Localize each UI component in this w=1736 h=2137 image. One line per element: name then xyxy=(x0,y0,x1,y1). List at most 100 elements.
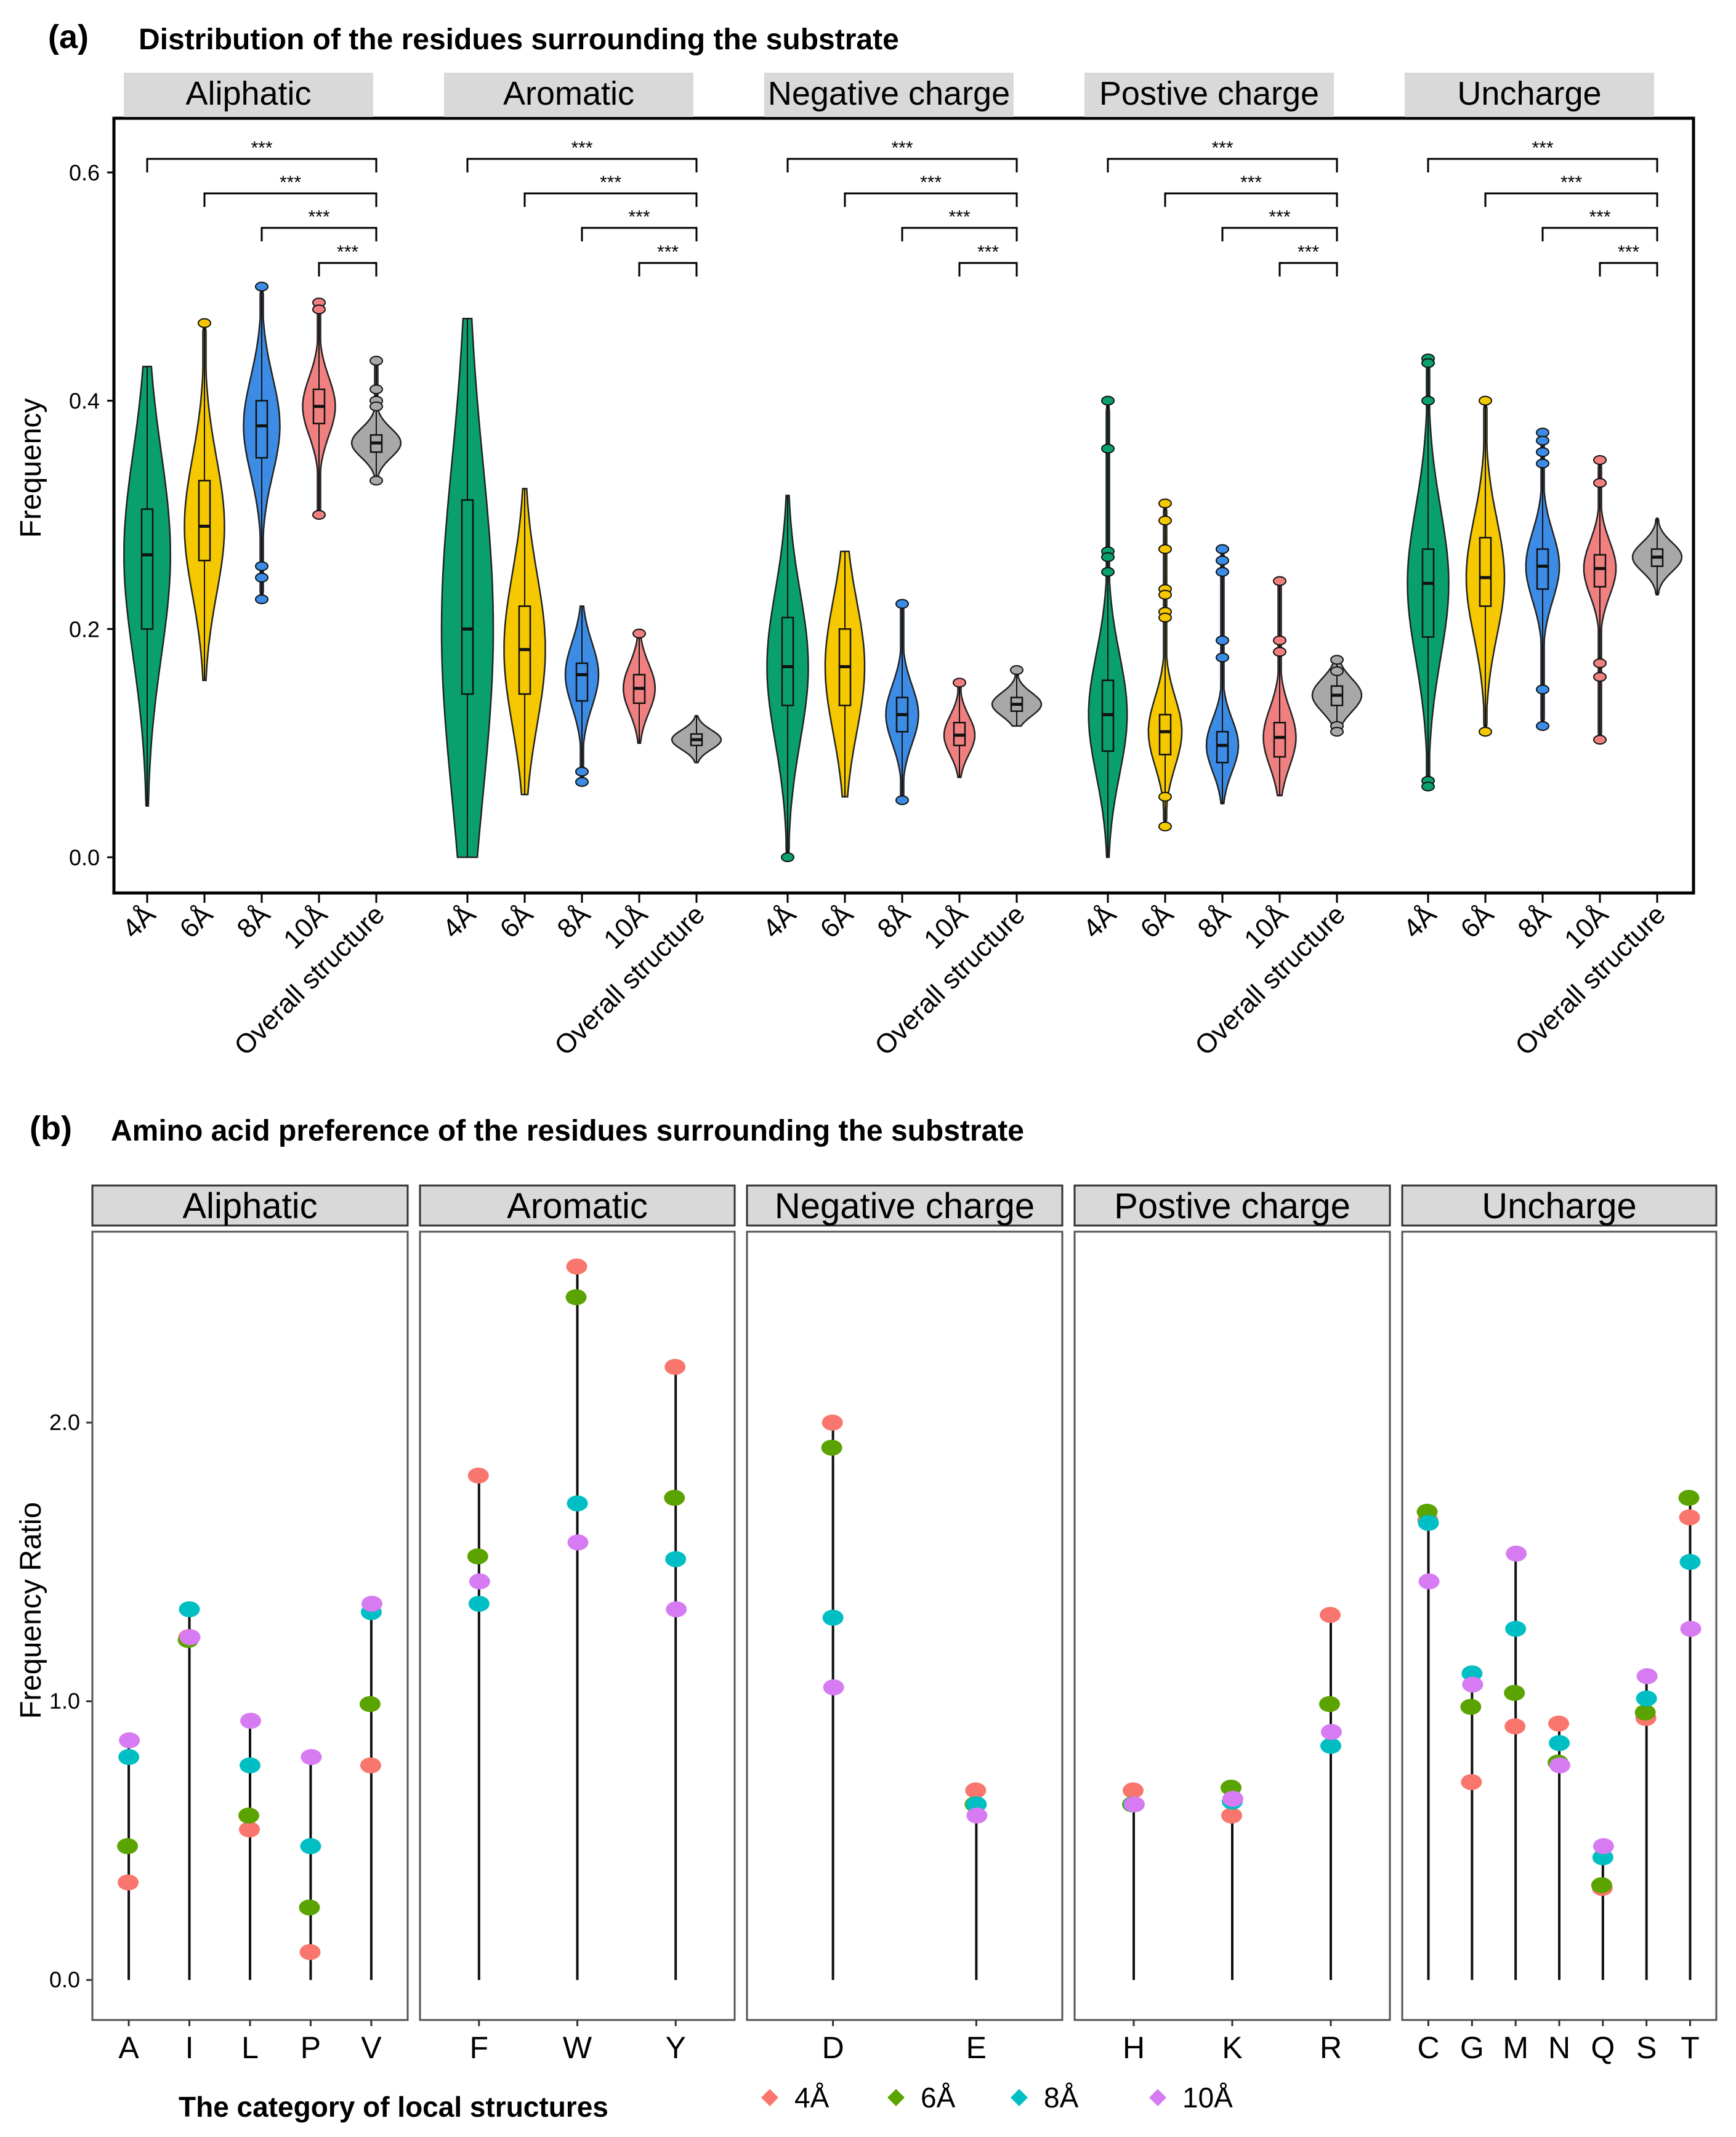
outlier-point xyxy=(1536,427,1549,438)
point-10Å xyxy=(1124,1796,1145,1812)
legend-label: 6Å xyxy=(921,2082,956,2114)
significance-bracket xyxy=(146,158,377,172)
significance-bracket xyxy=(318,262,377,277)
significance-bracket xyxy=(1599,262,1658,277)
point-8Å xyxy=(665,1551,687,1567)
point-6Å xyxy=(1460,1699,1482,1715)
point-10Å xyxy=(1222,1790,1243,1807)
x-tick-label: E xyxy=(966,2030,987,2065)
lollipop-E: E xyxy=(964,1782,988,2065)
box xyxy=(1536,548,1549,590)
x-tick-label: L xyxy=(241,2030,259,2065)
significance-bracket xyxy=(958,262,1018,277)
outlier-point xyxy=(255,572,268,583)
outlier-point xyxy=(1536,458,1549,469)
x-tick-label: 8Å xyxy=(1512,899,1557,944)
point-10Å xyxy=(119,1732,140,1748)
point-8Å xyxy=(240,1757,260,1774)
point-4Å xyxy=(566,1258,587,1275)
facet-postive-charge: Postive charge************4Å 6Å 8Å 10ÅOvera… xyxy=(1077,73,1371,1061)
point-6Å xyxy=(1634,1704,1656,1721)
facet-b-uncharge: Uncharge C G M N Q S T xyxy=(1401,1184,1718,2065)
box xyxy=(1158,714,1172,756)
point-6Å xyxy=(359,1696,381,1713)
legend-marker xyxy=(887,2089,905,2106)
panel-b-y-axis: 0.0 1.0 2.0 xyxy=(49,1410,92,1992)
point-4Å xyxy=(965,1782,987,1799)
x-tick-label: 8Å xyxy=(871,899,916,944)
outlier-point xyxy=(895,599,909,609)
outlier-point xyxy=(1158,821,1172,831)
x-tick-label: C xyxy=(1417,2030,1439,2065)
x-tick-label: R xyxy=(1320,2030,1342,2065)
point-10Å xyxy=(301,1749,322,1765)
legend-label: 8Å xyxy=(1044,2082,1079,2114)
x-tick-label: I xyxy=(185,2030,194,2065)
point-10Å xyxy=(1418,1573,1440,1590)
significance-label: *** xyxy=(308,207,329,227)
x-tick-label: N xyxy=(1548,2030,1570,2065)
facet-header-b-uncharge xyxy=(1401,1184,1718,1227)
point-6Å xyxy=(299,1899,320,1916)
violin-negative-charge-1: 6Å xyxy=(814,551,866,944)
facet-label: Uncharge xyxy=(1482,1186,1636,1226)
x-tick-label: V xyxy=(361,2030,382,2065)
point-8Å xyxy=(118,1749,140,1765)
outlier-point xyxy=(1536,435,1549,446)
x-tick-label: 8Å xyxy=(231,899,276,944)
point-4Å xyxy=(239,1821,260,1838)
facet-b-aromatic: Aromatic F W Y xyxy=(419,1184,736,2065)
panel-b-tag: (b) xyxy=(30,1110,72,1147)
panel-b-title: Amino acid preference of the residues su… xyxy=(111,1115,1024,1147)
significance-label: *** xyxy=(1240,172,1262,193)
significance-bracket xyxy=(203,192,377,207)
point-6Å xyxy=(1591,1877,1612,1894)
significance-bracket xyxy=(1427,158,1658,172)
x-tick-label: 4Å xyxy=(1077,899,1122,944)
box xyxy=(1216,730,1229,764)
outlier-point xyxy=(369,384,383,395)
point-10Å xyxy=(179,1629,201,1646)
point-10Å xyxy=(1549,1757,1570,1774)
outlier-point xyxy=(1536,721,1549,731)
outlier-point xyxy=(781,852,794,862)
box xyxy=(255,400,268,459)
outlier-point xyxy=(1330,655,1344,665)
significance-bracket xyxy=(1107,158,1338,172)
legend-item-1: 6Å xyxy=(887,2082,956,2114)
point-10Å xyxy=(1462,1676,1484,1693)
lollipop-D: D xyxy=(821,1415,844,2065)
y-tick-label: 0.6 xyxy=(69,160,100,185)
facet-header-postive-charge xyxy=(1084,73,1334,117)
y-tick-label: 1.0 xyxy=(49,1689,80,1714)
lollipop-H: H xyxy=(1122,1782,1145,2065)
outlier-point xyxy=(1158,498,1172,509)
point-8Å xyxy=(468,1596,490,1612)
outlier-point xyxy=(1273,647,1286,657)
significance-bracket xyxy=(1278,262,1338,277)
outlier-point xyxy=(255,594,268,605)
point-8Å xyxy=(567,1495,588,1512)
outlier-point xyxy=(1216,544,1229,554)
point-4Å xyxy=(1221,1808,1242,1824)
point-8Å xyxy=(1679,1554,1701,1570)
significance-label: *** xyxy=(600,172,621,193)
point-4Å xyxy=(1504,1718,1526,1735)
violin-aromatic-0: 4Å xyxy=(437,317,495,944)
facet-label: Negative charge xyxy=(768,75,1010,112)
lollipop-S: S xyxy=(1634,1668,1658,2065)
legend-marker xyxy=(1149,2089,1166,2106)
x-tick-label: 6Å xyxy=(814,899,859,944)
outlier-point xyxy=(1216,635,1229,645)
point-10Å xyxy=(1636,1668,1658,1684)
facet-negative-charge: Negative charge************4Å 6Å 8Å 10ÅOver… xyxy=(757,73,1051,1061)
significance-label: *** xyxy=(657,242,679,262)
outlier-point xyxy=(895,795,909,806)
lollipop-K: K xyxy=(1221,1779,1243,2065)
violin-uncharge-0: 4Å xyxy=(1397,353,1450,944)
violin-postive-charge-3: 10Å xyxy=(1238,576,1297,955)
legend-item-0: 4Å xyxy=(761,2082,830,2114)
x-tick-label: G xyxy=(1460,2030,1484,2065)
